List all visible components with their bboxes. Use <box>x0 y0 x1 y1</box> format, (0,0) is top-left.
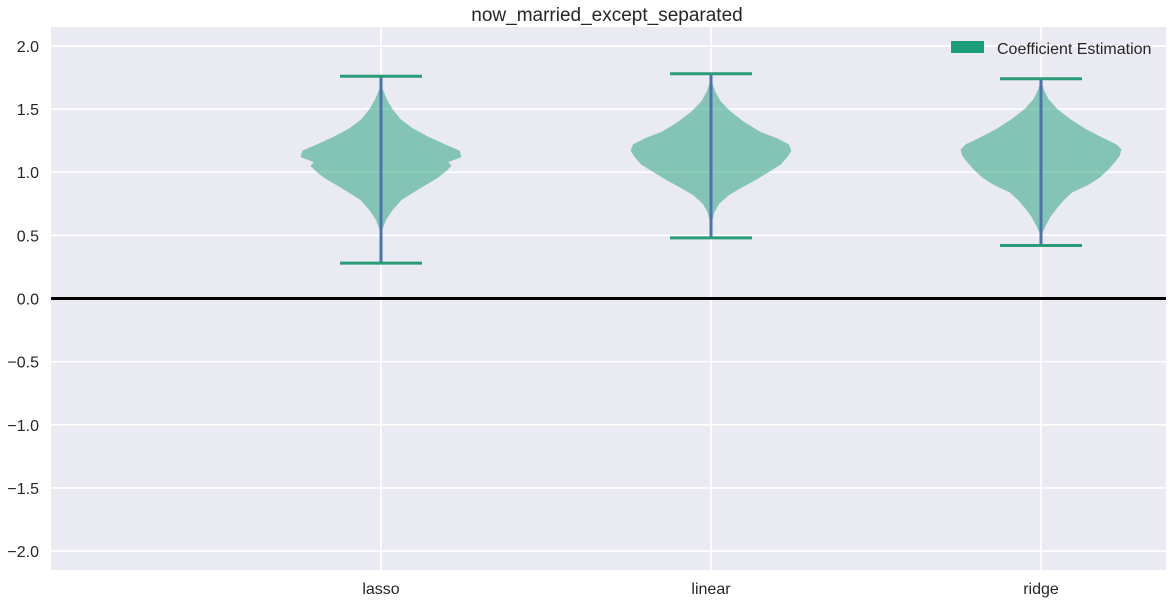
y-tick-label-3: −0.5 <box>7 355 39 372</box>
y-tick-label-2: −1.0 <box>7 418 39 435</box>
y-tick-label-6: 1.0 <box>17 165 39 182</box>
y-tick-labels: −2.0 −1.5 −1.0 −0.5 0.0 0.5 1.0 1.5 2.0 <box>7 39 39 561</box>
y-tick-label-0: −2.0 <box>7 544 39 561</box>
chart-title: now_married_except_separated <box>471 5 742 26</box>
legend-patch-coefficient-estimation <box>951 41 984 53</box>
violins-layer <box>300 72 1122 265</box>
y-tick-label-8: 2.0 <box>17 39 39 56</box>
legend: Coefficient Estimation <box>951 41 1151 58</box>
y-tick-label-7: 1.5 <box>17 102 39 119</box>
y-tick-label-4: 0.0 <box>17 292 39 309</box>
x-tick-label-linear: linear <box>691 581 731 598</box>
x-tick-labels: lasso linear ridge <box>362 581 1059 598</box>
x-tick-label-ridge: ridge <box>1023 581 1059 598</box>
y-tick-label-1: −1.5 <box>7 481 39 498</box>
y-tick-label-5: 0.5 <box>17 228 39 245</box>
legend-label-coefficient-estimation: Coefficient Estimation <box>997 41 1151 58</box>
x-tick-label-lasso: lasso <box>362 581 399 598</box>
